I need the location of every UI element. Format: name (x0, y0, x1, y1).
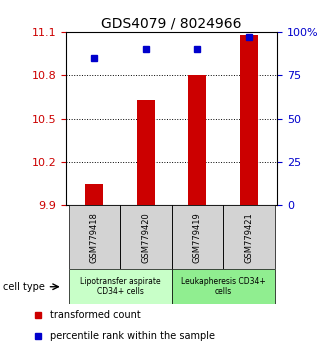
Bar (69, 205, 120, 269)
Text: Lipotransfer aspirate
CD34+ cells: Lipotransfer aspirate CD34+ cells (80, 277, 160, 296)
Text: GSM779420: GSM779420 (141, 212, 150, 263)
Text: GSM779418: GSM779418 (90, 212, 99, 263)
Bar (223, 205, 275, 269)
Bar (240, 35, 258, 205)
Text: cell type: cell type (3, 282, 45, 292)
Bar (69, 269, 172, 304)
Text: Leukapheresis CD34+
cells: Leukapheresis CD34+ cells (181, 277, 266, 296)
Text: GSM779419: GSM779419 (193, 212, 202, 263)
Text: GSM779421: GSM779421 (245, 212, 253, 263)
Bar (172, 205, 223, 269)
Bar (85, 184, 103, 205)
Bar (172, 269, 275, 304)
Bar (137, 100, 155, 205)
Bar (188, 75, 206, 205)
Bar (120, 205, 172, 269)
Text: percentile rank within the sample: percentile rank within the sample (50, 331, 215, 341)
Title: GDS4079 / 8024966: GDS4079 / 8024966 (101, 17, 242, 31)
Text: transformed count: transformed count (50, 310, 141, 320)
